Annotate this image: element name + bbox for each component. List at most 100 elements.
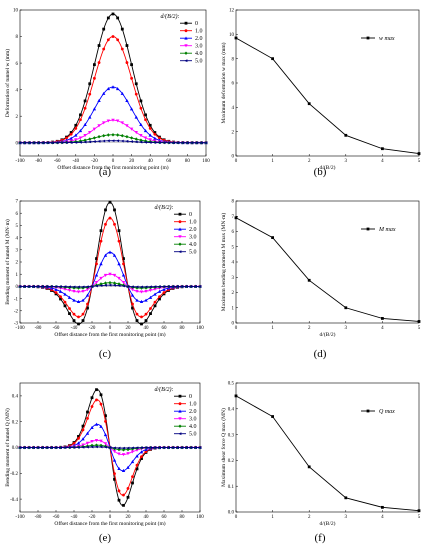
series-marker-5.0	[94, 445, 98, 449]
series-marker-5.0	[195, 141, 199, 145]
series-line-0	[20, 13, 206, 144]
series-marker-3.0	[148, 138, 152, 142]
series-marker-1.0	[95, 398, 98, 402]
series-marker-1.0	[153, 300, 157, 304]
series-marker-4.0	[125, 135, 129, 139]
legend-marker	[366, 227, 370, 231]
data-point	[381, 505, 384, 509]
series-marker-1.0	[81, 312, 85, 316]
series-marker-5.0	[49, 285, 53, 288]
series-marker-0	[86, 410, 89, 414]
series-marker-1.0	[90, 405, 94, 408]
data-point	[234, 394, 238, 398]
series-marker-5.0	[32, 141, 36, 145]
y-tick-label: 12	[229, 9, 235, 14]
y-tick-label: 2	[232, 291, 235, 296]
series-marker-5.0	[112, 283, 116, 287]
series-marker-0	[79, 113, 82, 117]
series-marker-1.0	[97, 61, 101, 64]
series-marker-0	[131, 481, 134, 485]
x-tick-label: 60	[162, 515, 168, 520]
series-marker-5.0	[72, 446, 76, 449]
series-marker-5.0	[27, 285, 31, 288]
series-marker-0	[120, 27, 124, 31]
y-tick-label: 0.2	[12, 420, 19, 425]
series-marker-0	[117, 498, 121, 502]
series-marker-0	[81, 319, 85, 322]
series-marker-5.0	[18, 141, 22, 145]
y-axis-label: Bending moment of tunnel Q (MN)	[4, 408, 11, 487]
series-marker-1.0	[149, 307, 152, 310]
series-marker-3.0	[126, 452, 130, 456]
series-marker-5.0	[129, 140, 133, 143]
series-marker-0	[108, 200, 112, 204]
y-tick-label: 4	[232, 261, 235, 266]
series-marker-5.0	[106, 139, 110, 143]
y-tick-label: 8	[232, 200, 235, 205]
series-marker-1.0	[139, 106, 143, 110]
series-marker-1.0	[88, 92, 92, 96]
series-marker-5.0	[180, 446, 184, 449]
series-marker-2.0	[153, 136, 157, 140]
series-marker-5.0	[135, 285, 139, 289]
series-marker-0	[68, 312, 71, 316]
series-marker-4.0	[129, 136, 134, 140]
series-marker-2.0	[134, 115, 138, 119]
x-axis-label: Offset distance from the first monitorin…	[54, 331, 165, 338]
series-marker-2.0	[120, 91, 124, 95]
series-marker-1.0	[99, 239, 103, 243]
series-marker-3.0	[99, 439, 103, 443]
series-marker-5.0	[74, 141, 78, 144]
series-marker-1.0	[74, 126, 78, 130]
series-marker-0	[162, 292, 166, 296]
series-marker-2.0	[135, 298, 139, 302]
series-marker-3.0	[103, 442, 108, 446]
legend-marker-1.0	[178, 220, 182, 224]
series-marker-5.0	[97, 139, 101, 143]
plot-frame	[235, 382, 420, 513]
series-marker-1.0	[120, 47, 124, 51]
series-marker-0	[99, 393, 103, 397]
x-tick-label: -20	[89, 326, 96, 331]
series-marker-1.0	[99, 402, 103, 406]
y-tick-label: 6	[16, 212, 19, 217]
series-marker-5.0	[190, 141, 194, 145]
legend-marker-2.0	[178, 409, 182, 413]
legend-marker	[366, 409, 370, 413]
series-marker-1.0	[135, 312, 139, 316]
series-marker-5.0	[134, 140, 138, 144]
series-marker-5.0	[99, 445, 103, 449]
series-marker-0	[117, 229, 121, 233]
y-tick-label: 2	[232, 130, 235, 135]
series-marker-5.0	[139, 140, 143, 144]
legend-label-5.0: 5.0	[189, 432, 197, 438]
series-marker-1.0	[79, 118, 82, 122]
x-tick-label: 5	[418, 159, 421, 164]
series-marker-2.0	[58, 289, 63, 293]
series-marker-0	[69, 131, 73, 134]
series-marker-1.0	[72, 442, 76, 445]
series-marker-1.0	[113, 222, 116, 226]
series-marker-0	[122, 503, 125, 507]
series-marker-0	[77, 435, 80, 438]
series-marker-2.0	[76, 299, 81, 304]
y-tick-label: 0.1	[228, 485, 235, 490]
series-marker-4.0	[115, 133, 120, 137]
y-tick-label: 7	[16, 200, 19, 205]
series-marker-5.0	[36, 141, 40, 145]
series-marker-5.0	[162, 446, 166, 449]
y-tick-label: 0.4	[228, 408, 235, 413]
series-marker-4.0	[120, 133, 124, 138]
series-marker-5.0	[120, 139, 124, 143]
y-axis-label: Maximum bending moment M max (MN·m)	[220, 213, 227, 312]
series-marker-5.0	[204, 141, 208, 145]
x-tick-label: 60	[166, 159, 172, 164]
legend-marker-3.0	[184, 44, 188, 48]
x-tick-label: 1	[271, 515, 274, 520]
series-marker-0	[116, 16, 120, 20]
series-marker-5.0	[193, 285, 197, 288]
series-marker-5.0	[162, 285, 166, 288]
x-tick-label: 60	[162, 326, 168, 331]
series-marker-2.0	[125, 98, 129, 103]
series-marker-1.0	[106, 38, 110, 42]
